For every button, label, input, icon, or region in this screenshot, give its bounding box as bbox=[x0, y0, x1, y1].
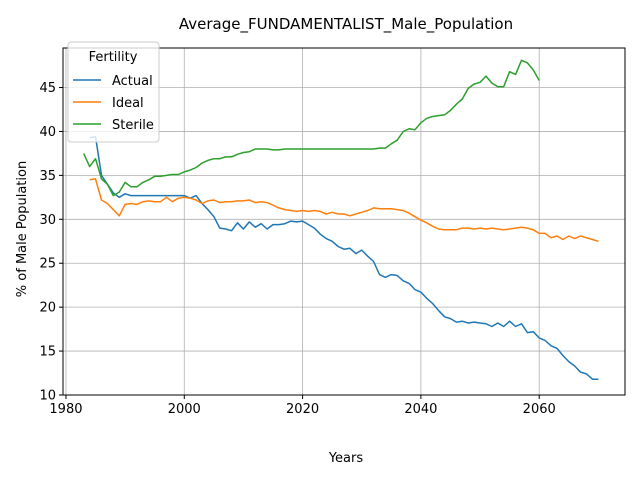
y-axis-label: % of Male Population bbox=[15, 161, 30, 297]
x-axis-ticks: 1980 2000 2020 2040 2060 bbox=[49, 395, 556, 417]
chart-title: Average_FUNDAMENTALIST_Male_Population bbox=[179, 15, 513, 34]
y-axis-ticks: 10 15 20 25 30 35 40 45 bbox=[39, 81, 63, 404]
legend-entries: Actual Ideal Sterile bbox=[73, 74, 154, 133]
series-line-sterile bbox=[83, 59, 540, 197]
legend-label-sterile: Sterile bbox=[112, 118, 154, 133]
y-tick-label: 40 bbox=[39, 125, 56, 140]
x-tick-label: 2040 bbox=[404, 402, 437, 417]
plot-series bbox=[83, 59, 599, 380]
y-tick-label: 30 bbox=[39, 213, 56, 228]
x-tick-label: 2060 bbox=[523, 402, 556, 417]
y-tick-label: 35 bbox=[39, 169, 56, 184]
x-axis-label: Years bbox=[328, 451, 364, 466]
x-tick-label: 2000 bbox=[168, 402, 201, 417]
y-tick-label: 10 bbox=[39, 389, 56, 404]
x-tick-label: 2020 bbox=[286, 402, 319, 417]
legend-label-actual: Actual bbox=[112, 74, 153, 89]
legend: Fertility Actual Ideal Sterile bbox=[67, 41, 160, 143]
legend-title: Fertility bbox=[89, 50, 138, 65]
y-tick-label: 15 bbox=[39, 345, 56, 360]
series-line-actual bbox=[89, 135, 599, 380]
y-tick-label: 45 bbox=[39, 81, 56, 96]
legend-box bbox=[67, 41, 160, 143]
y-tick-label: 25 bbox=[39, 257, 56, 272]
legend-label-ideal: Ideal bbox=[112, 96, 144, 111]
plot-frame bbox=[62, 47, 626, 396]
series-line-ideal bbox=[89, 178, 599, 243]
y-tick-label: 20 bbox=[39, 301, 56, 316]
x-tick-label: 1980 bbox=[49, 402, 82, 417]
